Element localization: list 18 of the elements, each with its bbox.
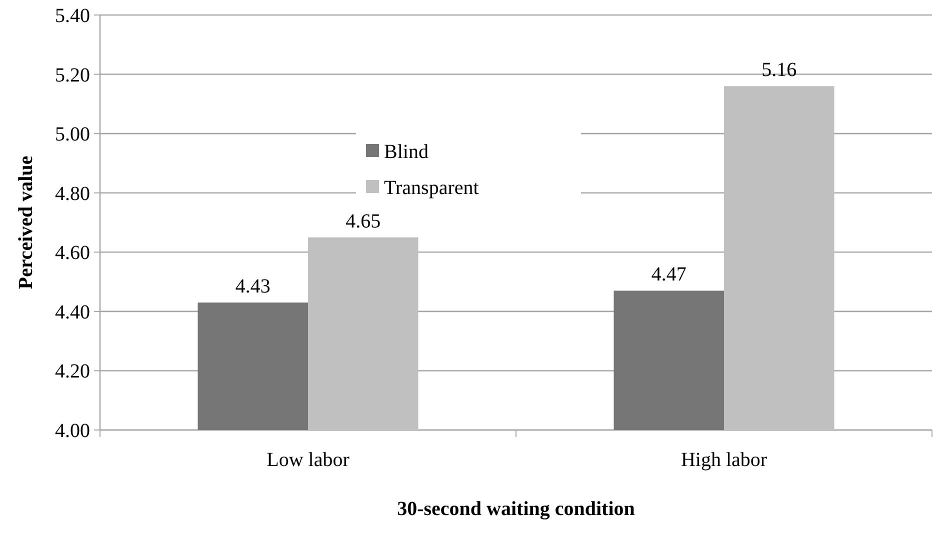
- x-tick-label: High labor: [680, 449, 768, 471]
- legend-label: Transparent: [384, 177, 480, 199]
- y-tick-label: 4.20: [55, 360, 90, 383]
- y-axis-title: Perceived value: [15, 156, 37, 290]
- data-label: 5.16: [762, 59, 797, 82]
- data-label: 4.47: [651, 264, 686, 286]
- y-tick-label: 4.60: [55, 242, 90, 264]
- x-axis-title: 30-second waiting condition: [397, 498, 635, 520]
- y-tick-label: 4.80: [55, 182, 90, 205]
- y-tick-label: 4.40: [55, 301, 90, 324]
- data-label: 4.65: [346, 210, 381, 232]
- data-label: 4.43: [235, 276, 270, 298]
- y-tick-label: 5.40: [55, 5, 90, 27]
- legend-label: Blind: [384, 141, 428, 163]
- x-tick-label: Low labor: [266, 449, 350, 471]
- y-tick-label: 4.00: [55, 420, 90, 442]
- y-tick-label: 5.00: [55, 124, 90, 146]
- y-tick-label: 5.20: [55, 64, 90, 86]
